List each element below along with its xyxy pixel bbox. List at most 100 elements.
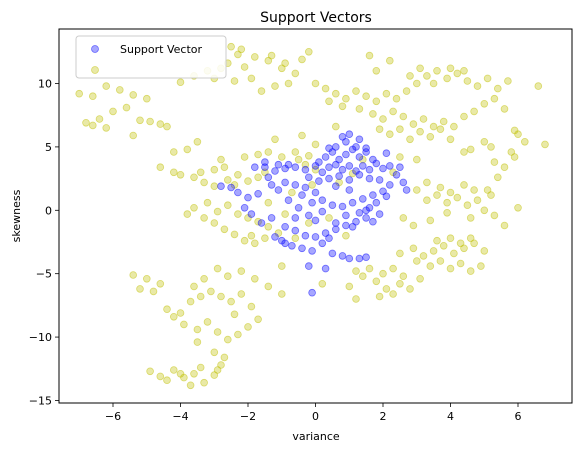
data-point-44: [352, 87, 360, 95]
data-point-36: [227, 42, 235, 51]
data-point-142: [200, 214, 208, 222]
data-point-129: [217, 155, 225, 164]
data-point-17: [176, 78, 185, 86]
data-point-66: [338, 102, 347, 111]
support-vector-point-60: [331, 225, 340, 234]
data-point-119: [234, 171, 242, 179]
support-vector-point-22: [335, 155, 343, 164]
support-vector-point-68: [288, 242, 296, 250]
data-point-28: [298, 55, 306, 64]
data-point-15: [163, 122, 171, 131]
data-point-61: [416, 64, 424, 73]
data-point-266: [298, 131, 306, 140]
data-point-195: [372, 277, 381, 286]
x-tick-label: −4: [172, 410, 188, 423]
support-vector-point-94: [311, 188, 320, 197]
data-point-60: [406, 72, 414, 80]
support-vector-point-73: [311, 216, 320, 225]
data-point-146: [240, 236, 249, 245]
data-point-169: [466, 234, 475, 243]
x-tick-label: 0: [312, 410, 319, 423]
data-point-227: [180, 320, 188, 329]
data-point-172: [443, 198, 451, 207]
data-point-131: [203, 198, 212, 207]
support-vector-point-114: [234, 188, 242, 197]
support-vector-point-110: [362, 206, 370, 215]
support-vector-point-102: [345, 254, 354, 263]
support-vector-point-50: [348, 198, 357, 207]
data-point-122: [304, 152, 313, 160]
support-vector-point-97: [345, 186, 354, 194]
data-point-133: [224, 201, 232, 210]
support-vector-point-13: [358, 162, 367, 170]
data-point-251: [213, 366, 222, 374]
data-point-218: [224, 272, 232, 281]
data-point-114: [244, 177, 252, 185]
support-vector-point-20: [321, 153, 330, 161]
x-axis-ticks: −6 −4 −2 0 2 4 6: [105, 403, 522, 423]
data-point-100: [534, 82, 543, 90]
data-point-22: [234, 50, 242, 59]
data-point-108: [176, 171, 185, 179]
data-point-224: [264, 282, 273, 291]
data-point-73: [419, 115, 428, 123]
data-point-145: [230, 230, 239, 239]
data-point-0: [75, 89, 83, 98]
data-point-175: [473, 196, 482, 205]
data-point-225: [277, 290, 286, 298]
support-vector-point-47: [318, 196, 327, 205]
data-point-97: [507, 148, 516, 156]
data-point-262: [291, 234, 300, 243]
support-vector-point-72: [325, 234, 333, 243]
data-point-267: [271, 135, 279, 144]
data-point-37: [240, 63, 249, 71]
data-point-116: [196, 168, 205, 177]
data-point-179: [436, 183, 445, 192]
data-point-86: [416, 127, 424, 136]
support-vector-point-76: [284, 196, 293, 205]
y-axis-label: skewness: [10, 189, 23, 242]
data-point-185: [466, 214, 475, 222]
data-point-161: [436, 257, 445, 265]
support-vector-point-54: [372, 198, 381, 207]
data-point-231: [224, 335, 232, 344]
data-point-220: [200, 274, 208, 283]
data-point-144: [220, 225, 229, 234]
support-vector-point-46: [308, 198, 316, 207]
legend: Support Vector: [75, 35, 227, 79]
data-point-71: [399, 112, 408, 121]
support-vector-point-64: [291, 226, 300, 235]
data-point-2: [102, 82, 110, 90]
data-point-248: [163, 376, 171, 385]
support-vector-point-19: [315, 158, 323, 166]
data-point-98: [487, 143, 495, 151]
data-point-150: [396, 249, 404, 258]
support-vector-point-52: [369, 191, 377, 199]
support-vector-point-77: [274, 186, 283, 194]
x-axis-label: variance: [292, 430, 340, 443]
data-point-158: [480, 247, 489, 255]
support-vector-point-89: [240, 204, 249, 212]
data-point-167: [446, 234, 455, 243]
data-point-35: [284, 79, 293, 88]
data-point-32: [247, 74, 256, 83]
data-point-121: [294, 155, 303, 164]
data-point-83: [385, 130, 394, 139]
data-point-123: [311, 165, 320, 174]
data-point-47: [382, 89, 391, 98]
data-point-193: [389, 264, 397, 273]
data-point-54: [453, 69, 462, 78]
support-vector-point-23: [342, 150, 350, 159]
data-point-237: [193, 338, 202, 346]
data-point-78: [470, 107, 478, 116]
data-point-183: [480, 206, 489, 215]
data-point-139: [261, 234, 269, 243]
data-point-177: [412, 186, 421, 194]
support-vector-point-41: [281, 178, 289, 187]
support-vector-point-81: [325, 174, 333, 183]
data-point-160: [426, 262, 435, 270]
data-point-235: [230, 310, 239, 319]
data-point-105: [170, 148, 178, 156]
support-vector-point-96: [331, 182, 340, 191]
data-point-8: [95, 115, 104, 123]
